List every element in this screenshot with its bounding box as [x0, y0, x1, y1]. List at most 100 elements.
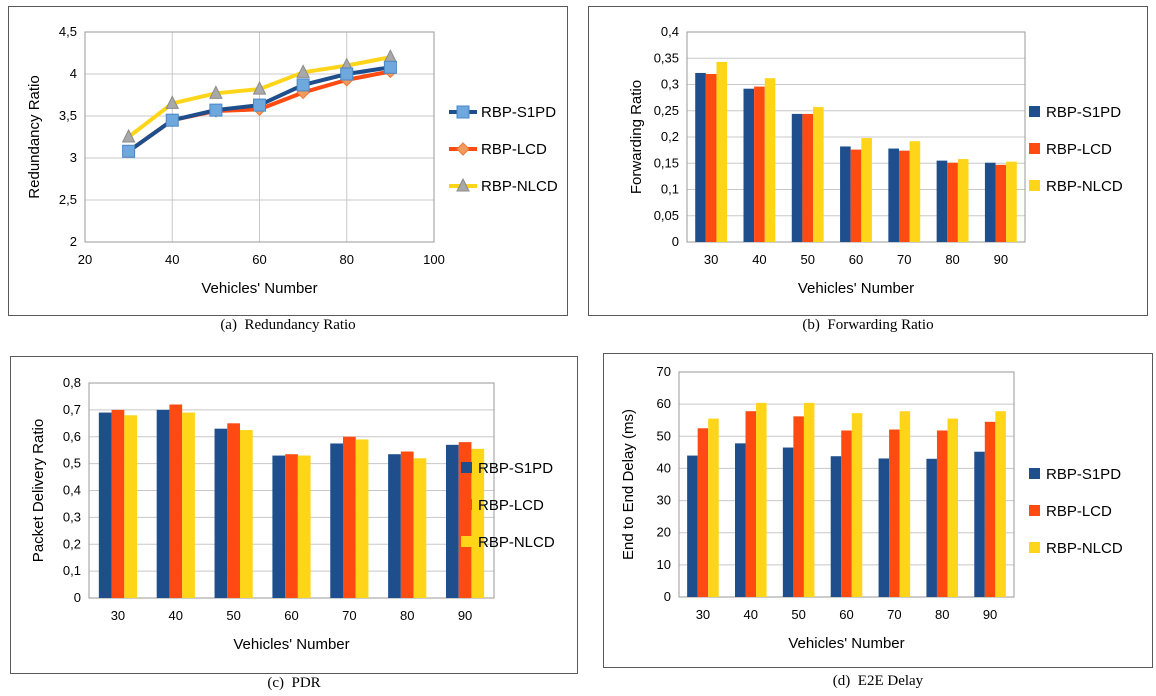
bar-rbp-lcd: [850, 149, 862, 242]
x-tick-label: 40: [744, 607, 758, 622]
bar-rbp-lcd: [947, 162, 958, 242]
y-tick-label: 0,1: [63, 563, 81, 578]
x-axis-title: Vehicles' Number: [233, 636, 349, 653]
y-tick-label: 0,4: [63, 483, 81, 498]
x-axis-title: Vehicles' Number: [798, 280, 914, 297]
bar-rbp-lcd: [342, 436, 356, 598]
caption-pdr: (c) PDR: [267, 675, 321, 691]
y-axis-title: Packet Delivery Ratio: [30, 419, 47, 562]
bar-rbp-lcd: [802, 113, 814, 243]
legend-swatch-rbp-lcd: [1029, 143, 1040, 154]
bar-rbp-nlcd: [909, 141, 921, 242]
legend-label-rbp-s1pd: RBP-S1PD: [478, 460, 553, 477]
bar-rbp-s1pd: [695, 72, 706, 242]
y-tick-label: 20: [657, 525, 671, 540]
data-point-rbp-s1pd: [122, 144, 136, 158]
x-axis-title: Vehicles' Number: [788, 635, 904, 652]
bar-rbp-nlcd: [355, 439, 369, 598]
chart-frame-redundancy: 2 2,5 3 3,5 4 4,5 Redundancy Ratio 20 40 60 80 100 V…: [8, 6, 568, 316]
bar-rbp-s1pd: [840, 146, 851, 242]
bar-rbp-s1pd: [782, 447, 794, 597]
bar-rbp-nlcd: [716, 61, 728, 242]
y-tick-label: 0,7: [63, 402, 81, 417]
bar-rbp-lcd: [400, 451, 414, 598]
y-tick-label: 10: [657, 557, 671, 572]
caption-e2e-delay: (d) E2E Delay: [832, 673, 924, 689]
y-tick-label: 3: [70, 150, 77, 165]
legend-label-rbp-nlcd: RBP-NLCD: [481, 178, 558, 195]
y-axis-title: End to End Delay (ms): [620, 409, 637, 560]
redundancy-ratio-chart: 2 2,5 3 3,5 4 4,5 Redundancy Ratio 20 40 60 80 100 V…: [26, 24, 558, 297]
chart-frame-e2e: 0 10 20 30 40 50 60 70 End to End Delay (ms) 30 40…: [603, 353, 1153, 668]
bar-rbp-nlcd: [413, 458, 427, 598]
bar-rbp-lcd: [169, 404, 183, 598]
bar-rbp-nlcd: [995, 411, 1006, 597]
y-tick-label: 0: [672, 234, 679, 249]
y-tick-label: 50: [657, 428, 671, 443]
y-tick-label: 0,3: [63, 509, 81, 524]
bar-rbp-nlcd: [182, 412, 195, 598]
y-axis-title: Forwarding Ratio: [628, 80, 645, 194]
bar-rbp-nlcd: [764, 78, 776, 242]
bar-rbp-s1pd: [734, 443, 746, 597]
x-tick-label: 40: [752, 252, 766, 267]
bar-rbp-s1pd: [878, 458, 890, 597]
x-tick-label: 60: [252, 252, 266, 267]
bar-rbp-s1pd: [445, 444, 459, 598]
bar-rbp-nlcd: [803, 402, 815, 597]
x-tick-label: 60: [839, 607, 853, 622]
bar-rbp-lcd: [995, 164, 1007, 242]
y-tick-label: 0,15: [654, 155, 679, 170]
x-tick-label: 40: [169, 608, 183, 623]
bar-rbp-nlcd: [240, 430, 253, 598]
legend-label-rbp-nlcd: RBP-NLCD: [1046, 540, 1123, 557]
y-tick-label: 70: [657, 364, 671, 379]
y-tick-label: 0: [664, 589, 671, 604]
x-tick-label: 50: [226, 608, 240, 623]
y-tick-label: 2: [70, 234, 77, 249]
legend-label-rbp-lcd: RBP-LCD: [481, 141, 547, 158]
pdr-chart: 0 0,1 0,2 0,3 0,4 0,5 0,6 0,7 0,8 Packet Delivery…: [30, 375, 555, 653]
data-point-rbp-nlcd: [165, 95, 180, 109]
x-tick-label: 70: [887, 607, 901, 622]
x-tick-label: 70: [342, 608, 356, 623]
caption-redundancy-ratio: (a) Redundancy Ratio: [220, 317, 356, 333]
bar-rbp-s1pd: [388, 454, 401, 598]
data-point-rbp-s1pd: [383, 60, 397, 74]
data-point-rbp-s1pd: [165, 113, 179, 127]
y-tick-label: 0,2: [661, 129, 679, 144]
e2e-delay-chart: 0 10 20 30 40 50 60 70 End to End Delay (ms) 30 40…: [620, 364, 1123, 652]
bar-rbp-nlcd: [899, 411, 911, 597]
bar-rbp-s1pd: [974, 451, 985, 597]
bar-rbp-nlcd: [708, 418, 719, 597]
bar-rbp-lcd: [705, 74, 717, 242]
legend-marker-rbp-s1pd: [456, 105, 470, 119]
legend-swatch-rbp-s1pd: [1029, 106, 1040, 117]
bar-rbp-s1pd: [936, 160, 948, 242]
legend-label-rbp-lcd: RBP-LCD: [478, 497, 544, 514]
bar-rbp-s1pd: [214, 428, 228, 598]
legend-label-rbp-lcd: RBP-LCD: [1046, 503, 1112, 520]
bar-rbp-s1pd: [830, 456, 842, 597]
y-tick-label: 40: [657, 460, 671, 475]
y-tick-label: 2,5: [59, 192, 77, 207]
bar-rbp-s1pd: [926, 458, 937, 597]
x-tick-label: 80: [935, 607, 949, 622]
bar-rbp-s1pd: [687, 455, 698, 597]
x-tick-label: 80: [340, 252, 354, 267]
chart-frame-pdr: 0 0,1 0,2 0,3 0,4 0,5 0,6 0,7 0,8 Packet Delivery…: [10, 356, 578, 674]
bar-rbp-nlcd: [813, 107, 824, 242]
bar-rbp-nlcd: [861, 138, 872, 242]
legend-swatch-rbp-nlcd: [1029, 542, 1040, 553]
bar-rbp-nlcd: [297, 455, 311, 598]
bar-rbp-s1pd: [156, 409, 170, 598]
legend-swatch-rbp-s1pd: [461, 462, 472, 473]
bar-rbp-nlcd: [471, 448, 485, 598]
y-tick-label: 0,4: [661, 24, 679, 39]
x-tick-label: 20: [78, 252, 92, 267]
bar-rbp-lcd: [697, 428, 709, 597]
y-tick-label: 0,6: [63, 429, 81, 444]
y-tick-label: 0: [74, 590, 81, 605]
legend-label-rbp-s1pd: RBP-S1PD: [1046, 104, 1121, 121]
bar-rbp-lcd: [889, 429, 900, 597]
